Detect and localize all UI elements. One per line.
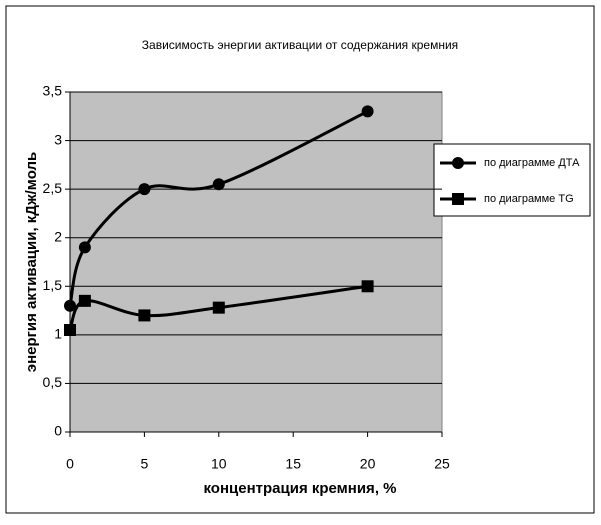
y-tick-label: 3,5	[43, 83, 63, 99]
x-axis-label: концентрация кремния, %	[204, 480, 397, 497]
y-tick-label: 1	[54, 326, 62, 342]
x-tick-label: 15	[285, 456, 301, 472]
plot-area	[69, 91, 443, 433]
marker	[64, 324, 76, 336]
chart-title: Зависимость энергии активации от содержа…	[142, 38, 458, 52]
marker	[78, 294, 91, 307]
y-tick-label: 1,5	[43, 277, 63, 293]
legend-label: по диаграмме TG	[484, 193, 574, 205]
marker	[64, 299, 76, 312]
legend-label: по диаграмме ДТА	[484, 157, 580, 169]
marker	[361, 105, 374, 118]
y-tick-label: 0,5	[43, 374, 63, 390]
marker	[212, 301, 225, 314]
x-tick-label: 25	[434, 456, 450, 472]
y-tick-label: 2,5	[43, 180, 63, 196]
y-axis-label: энергия активации, кДж/моль	[23, 152, 40, 372]
marker	[212, 178, 225, 191]
y-tick-label: 0	[54, 423, 62, 439]
x-tick-label: 5	[141, 456, 149, 472]
y-tick-label: 2	[54, 228, 62, 244]
marker	[78, 241, 91, 254]
y-tick-label: 3	[54, 131, 62, 147]
x-tick-label: 10	[211, 456, 227, 472]
series-line	[68, 110, 369, 307]
x-tick-label: 20	[360, 456, 376, 472]
marker	[138, 183, 151, 196]
x-tick-label: 0	[66, 456, 74, 472]
legend-marker	[452, 193, 464, 205]
marker	[138, 309, 151, 322]
marker	[361, 280, 374, 293]
legend	[433, 143, 591, 217]
legend-marker	[452, 157, 464, 169]
